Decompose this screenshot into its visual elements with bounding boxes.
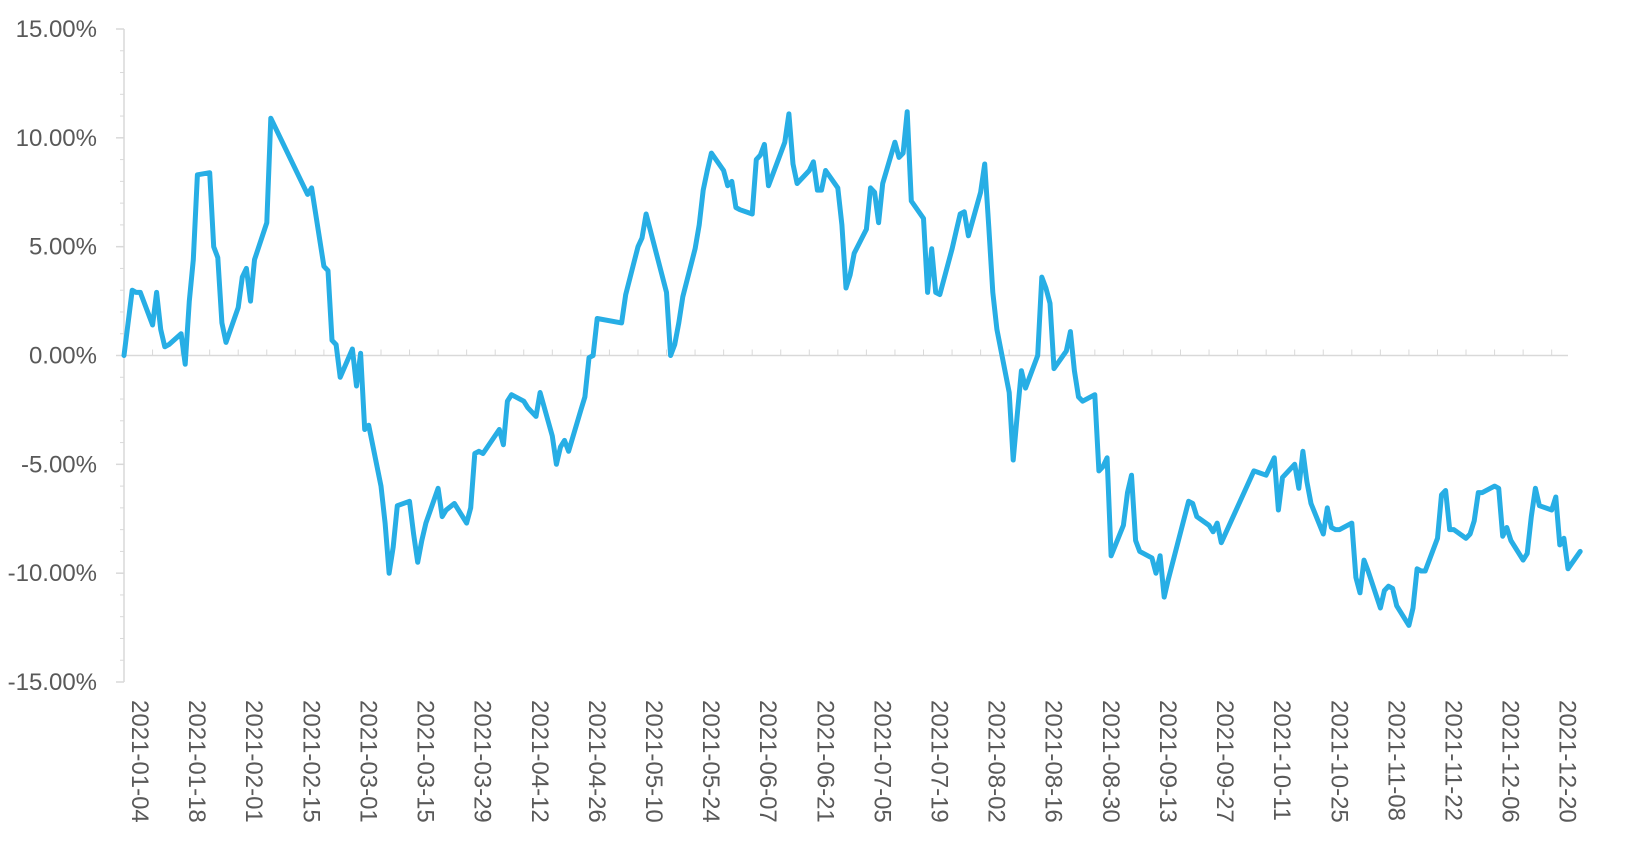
y-tick-label: 0.00% [29, 343, 97, 370]
x-tick-label: 2021-12-06 [1497, 700, 1524, 823]
x-tick-label: 2021-12-20 [1554, 700, 1581, 823]
x-tick-label: 2021-08-16 [1040, 700, 1067, 823]
x-tick-label: 2021-05-10 [640, 700, 667, 823]
x-tick-label: 2021-01-18 [183, 700, 210, 823]
y-tick-label: 5.00% [29, 234, 97, 261]
x-tick-label: 2021-06-21 [811, 700, 838, 823]
x-tick-label: 2021-04-12 [526, 700, 553, 823]
y-tick-label: 10.00% [16, 125, 97, 152]
x-tick-label: 2021-03-01 [354, 700, 381, 823]
x-tick-label: 2021-02-15 [297, 700, 324, 823]
x-tick-label: 2021-05-24 [697, 700, 724, 823]
x-tick-label: 2021-06-07 [754, 700, 781, 823]
x-tick-label: 2021-07-05 [868, 700, 895, 823]
x-tick-label: 2021-11-08 [1382, 700, 1409, 821]
x-tick-label: 2021-08-02 [983, 700, 1010, 823]
y-tick-label: -15.00% [8, 669, 97, 696]
y-tick-label: 15.00% [16, 16, 97, 43]
x-tick-label: 2021-09-27 [1211, 700, 1238, 823]
series-layer [121, 109, 1583, 628]
x-tick-label: 2021-10-25 [1325, 700, 1352, 823]
y-axis: -15.00% -10.00% -5.00% 0.00% 5.00% 10.00% 15.0… [8, 16, 125, 696]
y-tick-label: -5.00% [21, 451, 97, 478]
x-tick-label: 2021-03-29 [469, 700, 496, 823]
x-tick-label: 2021-04-26 [583, 700, 610, 823]
x-tick-label: 2021-01-04 [126, 700, 153, 823]
x-tick-label: 2021-03-15 [412, 700, 439, 823]
x-tick-label: 2021-08-30 [1097, 700, 1124, 823]
y-tick-label: -10.00% [8, 560, 97, 587]
series-line-0 [121, 109, 1583, 628]
x-tick-label: 2021-11-22 [1439, 700, 1466, 821]
x-tick-label: 2021-10-11 [1268, 700, 1295, 821]
x-axis: 2021-01-04 2021-01-18 2021-02-01 2021-02-15… [123, 349, 1581, 823]
x-tick-label: 2021-09-13 [1154, 700, 1181, 823]
x-tick-label: 2021-07-19 [926, 700, 953, 823]
x-tick-label: 2021-02-01 [240, 700, 267, 823]
